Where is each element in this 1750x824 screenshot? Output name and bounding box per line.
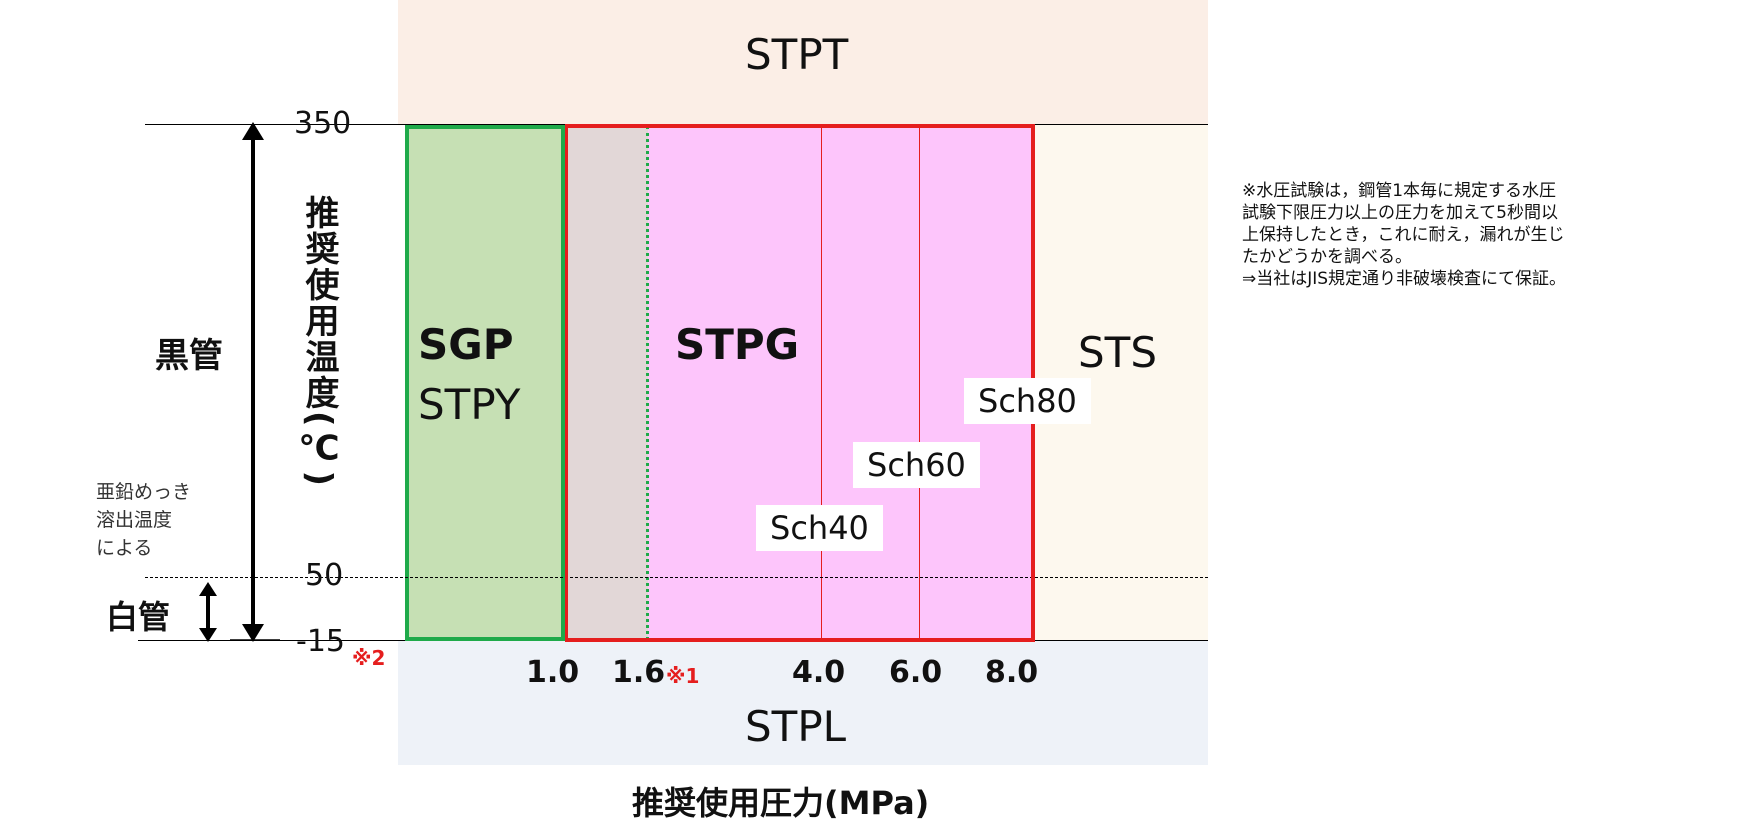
- line-6-0: [919, 126, 920, 640]
- mid-dotted-border: [646, 126, 649, 640]
- y-axis-label: 推奨使用温度(℃): [299, 195, 339, 489]
- x-tick-6-0: 6.0: [889, 655, 943, 690]
- sch80-label: Sch80: [964, 378, 1091, 424]
- stpy-label: STPY: [418, 380, 521, 429]
- x-tick-1-6: 1.6: [612, 655, 666, 690]
- zinc-note: 亜鉛めっき 溶出温度 による: [96, 478, 191, 562]
- stpt-label: STPT: [745, 30, 849, 79]
- zinc-note-line: 溶出温度: [96, 509, 173, 531]
- stpg-label: STPG: [675, 320, 800, 369]
- white-pipe-label: 白管: [106, 598, 171, 636]
- stpl-region: [398, 640, 1208, 765]
- sch40-label: Sch40: [756, 505, 883, 551]
- footnote-line: ⇒当社はJIS規定通り非破壊検査にて保証。: [1242, 269, 1567, 289]
- y-tick-350: 350: [294, 106, 352, 141]
- stpl-label: STPL: [745, 702, 847, 751]
- sgp-label: SGP: [418, 320, 514, 369]
- sts-label: STS: [1078, 328, 1157, 377]
- x-axis-label: 推奨使用圧力(MPa): [632, 784, 930, 822]
- x-tick-8-0: 8.0: [985, 655, 1039, 690]
- y-tick-note: ※2: [352, 646, 386, 670]
- x-tick-1-0: 1.0: [526, 655, 580, 690]
- sch60-label: Sch60: [853, 442, 980, 488]
- sgp-region: [405, 125, 565, 641]
- temperature-arrows: [230, 122, 280, 642]
- line-4-0: [821, 126, 822, 640]
- zinc-note-line: による: [96, 537, 153, 559]
- y-tick-50: 50: [305, 558, 344, 593]
- footnote-line: ※水圧試験は，鋼管1本毎に規定する水圧: [1242, 181, 1557, 201]
- y-tick-minus15: -15: [296, 624, 345, 659]
- zinc-note-line: 亜鉛めっき: [96, 481, 192, 503]
- footnote-line: 上保持したとき，これに耐え，漏れが生じ: [1242, 225, 1565, 245]
- x-tick-4-0: 4.0: [792, 655, 846, 690]
- footnote-line: 試験下限圧力以上の圧力を加えて5秒間以: [1242, 203, 1558, 223]
- footnote-line: たかどうかを調べる。: [1242, 247, 1412, 267]
- footnote: ※水圧試験は，鋼管1本毎に規定する水圧 試験下限圧力以上の圧力を加えて5秒間以 …: [1242, 180, 1662, 290]
- black-pipe-label: 黒管: [155, 336, 223, 376]
- x-tick-note: ※1: [666, 664, 700, 688]
- stpt-region: [398, 0, 1208, 124]
- white-pipe-arrow: [199, 582, 217, 642]
- mid-region: [565, 126, 648, 640]
- line-50-over: [405, 577, 1208, 578]
